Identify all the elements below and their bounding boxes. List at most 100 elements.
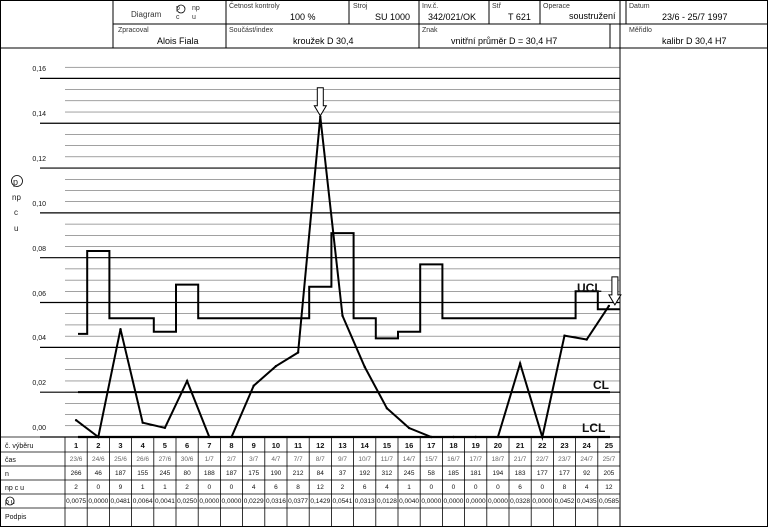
n-cell: 188 [203,470,215,477]
y-tick-label: 0,06 [32,290,46,298]
p-data-point [163,426,167,430]
date-cell: 22/7 [535,456,549,463]
defects-cell: 0 [451,484,456,491]
sample-number-cell: 21 [515,441,525,450]
lcl-label: LCL [582,421,606,435]
defects-cell: 1 [407,484,411,491]
n-cell: 194 [492,470,504,477]
proportion-cell: 0,0481 [110,498,131,505]
proportion-cell: 0,0316 [265,498,286,505]
date-cell: 26/6 [136,456,150,463]
sample-number-cell: 1 [74,441,79,450]
n-cell: 175 [248,470,260,477]
proportion-cell: 0,0377 [288,498,309,505]
sample-number-cell: 9 [251,441,256,450]
sample-number-cell: 17 [427,441,436,450]
defects-cell: 9 [118,484,123,491]
defects-cell: 2 [340,484,345,491]
date-value: 23/6 - 25/7 1997 [662,12,728,22]
n-cell: 312 [381,470,393,477]
proportion-cell: 0,0075 [66,498,87,505]
p-data-point [341,314,344,317]
p-data-point [407,426,411,430]
p-data-point [274,364,278,368]
proportion-cell: 0,0064 [132,498,153,505]
proportion-cell: 0,0435 [576,498,597,505]
n-cell: 205 [603,470,615,477]
p-data-point [585,338,588,341]
n-cell: 58 [427,470,435,477]
n-cell: 245 [159,470,171,477]
sample-number-cell: 24 [582,441,591,450]
row-label-n: n [5,471,9,478]
n-cell: 92 [583,470,591,477]
date-cell: 24/7 [580,456,594,463]
frequency-label: Četnost kontroly [229,3,280,10]
date-cell: 27/6 [158,456,172,463]
defects-cell: 0 [207,484,212,491]
row-label-sample: č. výběru [5,443,34,450]
proportion-cell: 0,0041 [154,498,175,505]
n-cell: 266 [70,470,82,477]
y-tick-label: 0,08 [32,245,46,253]
sample-number-cell: 12 [316,441,325,450]
defects-cell: 4 [385,484,389,491]
y-tick-label: 0,10 [32,200,46,208]
side-label-u: u [14,224,19,233]
date-cell: 10/7 [358,456,372,463]
sample-number-cell: 18 [449,441,458,450]
tool-label: Stř [492,3,501,10]
cl-label: CL [593,378,609,393]
sample-number-cell: 19 [471,441,480,450]
p-data-point [141,421,144,424]
defects-cell: 12 [316,484,324,491]
sample-number-cell: 14 [360,441,369,450]
defects-cell: 2 [74,484,78,491]
sample-number-cell: 10 [271,441,281,450]
row-label-counts: np c u [5,485,25,492]
defects-cell: 0 [496,484,500,491]
defects-cell: 2 [185,484,189,491]
p-series-line [75,116,610,441]
diagram-option-np: np [192,5,200,12]
proportion-cell: 0,0128 [376,498,397,505]
defects-cell: 0 [229,484,234,491]
n-cell: 80 [183,470,191,477]
proportion-cell: 0,0000 [88,498,109,505]
date-cell: 3/7 [249,456,259,463]
defects-cell: 4 [251,484,256,491]
sample-number-cell: 2 [96,441,101,450]
date-cell: 25/6 [114,456,127,463]
row-label-signature: Podpis [5,514,27,521]
n-cell: 46 [94,470,102,477]
defects-cell: 0 [473,484,478,491]
side-label-p: p [13,177,19,187]
diagram-option-c: c [176,14,180,21]
date-cell: 11/7 [380,456,393,463]
date-cell: 24/6 [91,456,105,463]
proportion-cell: 0,0000 [465,498,486,505]
date-cell: 8/7 [315,456,325,463]
date-cell: 16/7 [447,456,460,463]
sample-number-cell: 4 [140,441,145,450]
defects-cell: 8 [296,484,300,491]
y-tick-label: 0,02 [32,380,46,388]
gauge-value: kalibr D 30,4 H7 [662,36,727,46]
date-cell: 15/7 [424,456,438,463]
defects-cell: 0 [96,484,101,491]
p-data-point [319,115,322,118]
y-tick-label: 0,00 [32,425,46,432]
sample-number-cell: 3 [118,441,123,450]
tool-value: T 621 [508,12,531,22]
p-selected-marker-icon [11,175,23,187]
defects-cell: 6 [362,484,367,491]
operation-label: Operace [543,3,570,10]
diagram-option-p: p [176,5,180,12]
frequency-value: 100 % [290,12,316,22]
p-data-point [74,418,78,422]
feature-label: Znak [422,27,438,34]
y-tick-label: 0,04 [32,335,46,343]
side-label-c: c [14,208,18,217]
y-tick-label: 0,14 [32,111,46,119]
p-data-point [119,327,122,331]
